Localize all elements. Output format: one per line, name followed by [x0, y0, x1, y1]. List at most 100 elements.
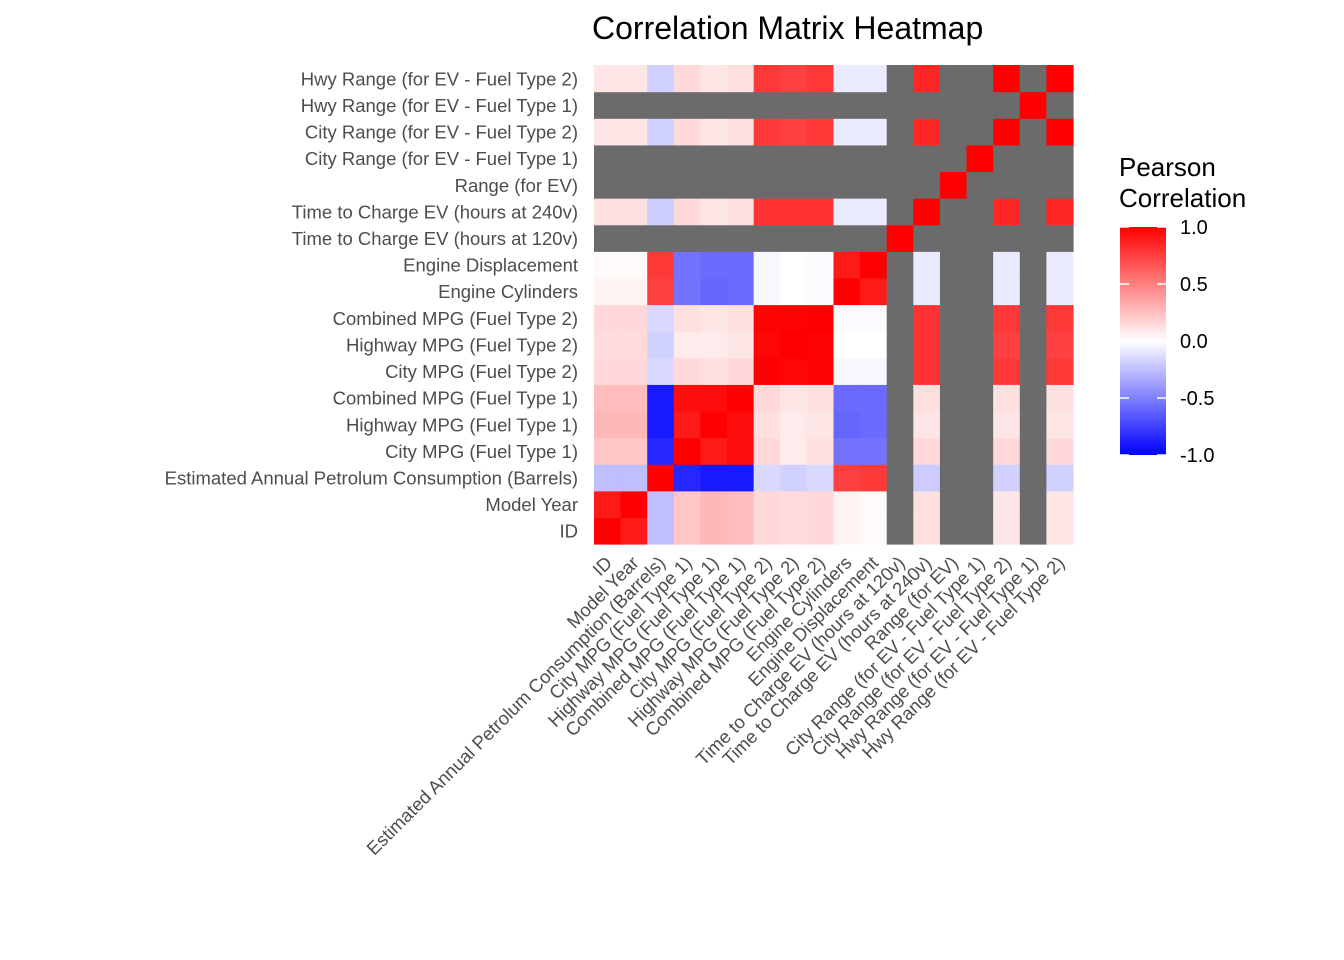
heatmap-cell — [860, 144, 888, 173]
heatmap-cell — [913, 251, 941, 279]
heatmap-cell — [886, 464, 914, 492]
heatmap-cell — [753, 410, 781, 439]
heatmap-cell — [860, 490, 888, 518]
heatmap-cell — [647, 517, 675, 545]
heatmap-cell — [594, 384, 622, 412]
heatmap-cell — [647, 437, 675, 465]
y-tick-label-city-mpg-fuel-type-1: City MPG (Fuel Type 1) — [385, 441, 578, 462]
heatmap-cell — [993, 304, 1021, 332]
heatmap-cell — [860, 304, 888, 332]
heatmap-cell — [780, 464, 808, 492]
heatmap-cell — [886, 198, 914, 226]
heatmap-cell — [700, 224, 728, 252]
heatmap-cell — [647, 331, 675, 359]
heatmap-cell — [594, 437, 622, 465]
heatmap-cell — [753, 517, 781, 545]
y-tick-label-engine-displacement: Engine Displacement — [403, 255, 578, 276]
heatmap-cell — [727, 490, 755, 518]
heatmap-cell — [780, 171, 808, 199]
heatmap-cell — [647, 198, 675, 226]
legend-tick-label: -1.0 — [1180, 445, 1214, 467]
heatmap-cell — [647, 277, 675, 306]
heatmap-cell — [647, 224, 675, 252]
heatmap-cell — [620, 437, 648, 465]
heatmap-cell — [753, 171, 781, 199]
heatmap-cell — [886, 331, 914, 359]
heatmap-cell — [939, 224, 968, 252]
heatmap-cell — [647, 144, 675, 173]
y-tick-label-model-year: Model Year — [485, 494, 578, 515]
heatmap-cell — [966, 144, 994, 173]
heatmap-cell — [647, 464, 675, 492]
legend-tick-label: 0.0 — [1180, 331, 1208, 353]
heatmap-cell — [886, 277, 914, 306]
heatmap-cell — [993, 144, 1021, 173]
heatmap-cell — [753, 91, 781, 119]
heatmap-cell — [780, 517, 808, 545]
heatmap-cell — [620, 331, 648, 359]
heatmap-cell — [1019, 277, 1047, 306]
legend-tick-label: -0.5 — [1180, 388, 1214, 410]
heatmap-cell — [1019, 198, 1047, 226]
heatmap-cell — [939, 410, 968, 439]
heatmap-cell — [1046, 224, 1074, 252]
heatmap-cell — [753, 65, 781, 93]
heatmap-cell — [806, 224, 835, 252]
heatmap-cells — [594, 65, 1074, 545]
heatmap-cell — [647, 490, 675, 518]
heatmap-cell — [939, 65, 968, 93]
heatmap-cell — [833, 331, 861, 359]
heatmap-cell — [753, 198, 781, 226]
heatmap-cell — [1019, 437, 1047, 465]
heatmap-cell — [993, 171, 1021, 199]
heatmap-cell — [939, 384, 968, 412]
heatmap-cell — [700, 251, 728, 279]
heatmap-cell — [939, 91, 968, 119]
heatmap-cell — [966, 490, 994, 518]
heatmap-cell — [753, 490, 781, 518]
heatmap-cell — [966, 384, 994, 412]
heatmap-cell — [913, 410, 941, 439]
heatmap-cell — [700, 91, 728, 119]
heatmap-cell — [1046, 91, 1074, 119]
y-tick-label-combined-mpg-fuel-type-2: Combined MPG (Fuel Type 2) — [333, 308, 578, 329]
heatmap-cell — [594, 65, 622, 93]
heatmap-cell — [753, 464, 781, 492]
y-tick-label-id: ID — [560, 521, 579, 542]
heatmap-cell — [939, 437, 968, 465]
heatmap-cell — [727, 171, 755, 199]
heatmap-cell — [727, 331, 755, 359]
heatmap-cell — [673, 198, 702, 226]
heatmap-cell — [806, 331, 835, 359]
heatmap-cell — [594, 198, 622, 226]
heatmap-cell — [620, 118, 648, 146]
heatmap-cell — [753, 357, 781, 385]
heatmap-cell — [833, 171, 861, 199]
heatmap-cell — [647, 251, 675, 279]
heatmap-cell — [594, 144, 622, 173]
heatmap-cell — [833, 118, 861, 146]
heatmap-cell — [886, 171, 914, 199]
heatmap-cell — [700, 464, 728, 492]
heatmap-cell — [780, 198, 808, 226]
heatmap-cell — [1046, 517, 1074, 545]
heatmap-cell — [727, 464, 755, 492]
heatmap-cell — [993, 410, 1021, 439]
heatmap-cell — [1019, 251, 1047, 279]
heatmap-cell — [700, 65, 728, 93]
y-tick-label-hwy-range-for-ev-fuel-type-2: Hwy Range (for EV - Fuel Type 2) — [301, 68, 578, 89]
heatmap-cell — [913, 91, 941, 119]
heatmap-cell — [806, 384, 835, 412]
heatmap-cell — [700, 517, 728, 545]
heatmap-cell — [806, 357, 835, 385]
heatmap-cell — [1046, 464, 1074, 492]
heatmap-cell — [993, 118, 1021, 146]
heatmap-cell — [913, 65, 941, 93]
heatmap-cell — [833, 198, 861, 226]
heatmap-cell — [1019, 118, 1047, 146]
heatmap-cell — [727, 65, 755, 93]
heatmap-cell — [1019, 304, 1047, 332]
heatmap-cell — [727, 410, 755, 439]
heatmap-cell — [1046, 384, 1074, 412]
